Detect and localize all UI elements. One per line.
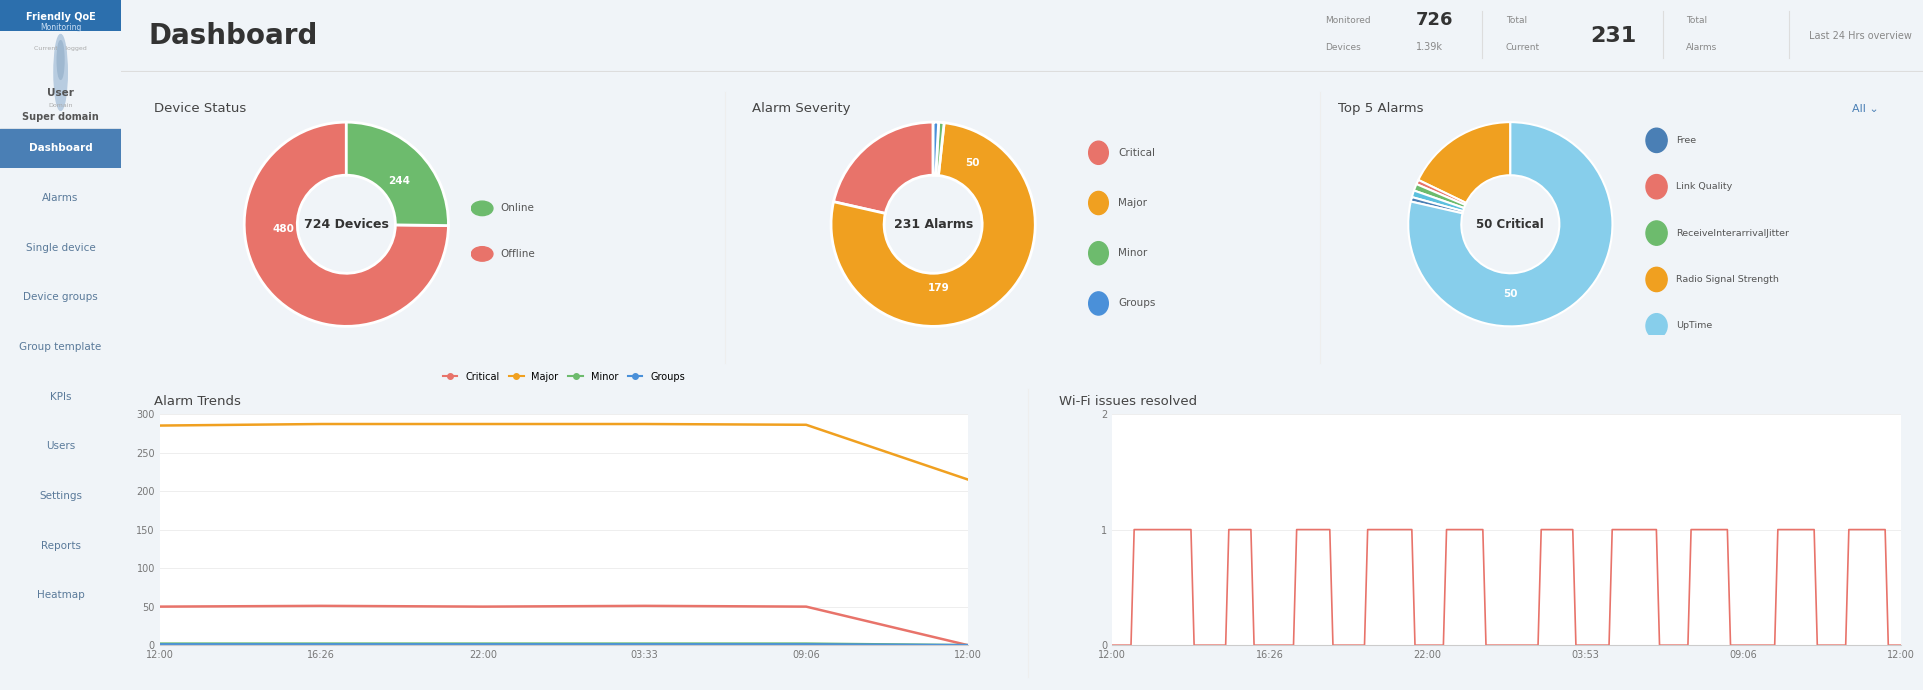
Text: 50: 50 <box>963 158 979 168</box>
Text: 50: 50 <box>1502 288 1517 299</box>
Text: Offline: Offline <box>500 249 535 259</box>
Text: 50 Critical: 50 Critical <box>1475 218 1544 230</box>
Text: Dashboard: Dashboard <box>29 144 92 153</box>
Circle shape <box>1088 191 1108 215</box>
Wedge shape <box>933 122 938 175</box>
Wedge shape <box>831 123 1035 326</box>
Text: Link Quality: Link Quality <box>1675 182 1731 191</box>
Circle shape <box>1088 241 1108 265</box>
Text: Monitored: Monitored <box>1325 16 1371 25</box>
Circle shape <box>54 34 67 110</box>
Text: Settings: Settings <box>38 491 83 501</box>
Text: Dashboard: Dashboard <box>148 22 317 50</box>
Text: Currently logged: Currently logged <box>35 46 87 51</box>
Text: Total: Total <box>1506 16 1527 25</box>
Wedge shape <box>1417 122 1510 203</box>
Wedge shape <box>935 122 944 175</box>
Circle shape <box>1646 175 1665 199</box>
Wedge shape <box>1415 180 1465 205</box>
Circle shape <box>1088 141 1108 164</box>
Text: Friendly QoE: Friendly QoE <box>25 12 96 22</box>
Text: Major: Major <box>1117 198 1146 208</box>
Wedge shape <box>833 122 933 213</box>
Text: Alarms: Alarms <box>1685 43 1717 52</box>
Text: Wi-Fi issues resolved: Wi-Fi issues resolved <box>1058 395 1196 408</box>
Text: Minor: Minor <box>1117 248 1146 258</box>
Text: 726: 726 <box>1415 11 1452 29</box>
Legend: Critical, Major, Minor, Groups: Critical, Major, Minor, Groups <box>438 368 688 386</box>
Text: UpTime: UpTime <box>1675 322 1711 331</box>
Circle shape <box>471 201 492 216</box>
Text: Alarm Trends: Alarm Trends <box>154 395 240 408</box>
Text: Alarms: Alarms <box>42 193 79 203</box>
FancyBboxPatch shape <box>0 129 121 168</box>
Text: Total: Total <box>1685 16 1706 25</box>
Text: All ⌄: All ⌄ <box>1852 104 1879 114</box>
Text: Critical: Critical <box>1117 148 1154 158</box>
Text: Device groups: Device groups <box>23 293 98 302</box>
FancyBboxPatch shape <box>0 0 121 31</box>
Text: Group template: Group template <box>19 342 102 352</box>
Text: 179: 179 <box>927 283 948 293</box>
Wedge shape <box>1408 122 1611 326</box>
Text: 480: 480 <box>271 224 294 235</box>
Text: ReceiveInterarrivalJitter: ReceiveInterarrivalJitter <box>1675 228 1788 237</box>
Text: Online: Online <box>500 204 535 213</box>
Text: Single device: Single device <box>25 243 96 253</box>
Text: 244: 244 <box>388 177 410 186</box>
Circle shape <box>1646 267 1665 292</box>
Text: User: User <box>48 88 73 98</box>
Wedge shape <box>1410 197 1461 213</box>
Wedge shape <box>1413 184 1465 208</box>
Text: Current: Current <box>1506 43 1538 52</box>
Text: Top 5 Alarms: Top 5 Alarms <box>1336 101 1423 115</box>
Text: Alarm Severity: Alarm Severity <box>752 101 850 115</box>
Wedge shape <box>244 122 448 326</box>
Circle shape <box>1646 314 1665 338</box>
Circle shape <box>1088 292 1108 315</box>
Text: Users: Users <box>46 442 75 451</box>
Circle shape <box>471 247 492 262</box>
Text: Device Status: Device Status <box>154 101 246 115</box>
Text: Super domain: Super domain <box>23 112 98 122</box>
Text: 724 Devices: 724 Devices <box>304 218 388 230</box>
Circle shape <box>58 41 63 79</box>
Text: 231: 231 <box>1590 26 1636 46</box>
Text: Devices: Devices <box>1325 43 1360 52</box>
Text: Last 24 Hrs overview: Last 24 Hrs overview <box>1808 31 1911 41</box>
Text: Monitoring: Monitoring <box>40 23 81 32</box>
Text: 1.39k: 1.39k <box>1415 42 1442 52</box>
Text: Groups: Groups <box>1117 299 1156 308</box>
Circle shape <box>1646 221 1665 245</box>
Wedge shape <box>1411 190 1463 211</box>
Wedge shape <box>346 122 448 226</box>
Circle shape <box>1646 128 1665 152</box>
Text: Domain: Domain <box>48 103 73 108</box>
Text: KPIs: KPIs <box>50 392 71 402</box>
Text: Heatmap: Heatmap <box>37 591 85 600</box>
Text: Radio Signal Strength: Radio Signal Strength <box>1675 275 1777 284</box>
Text: Reports: Reports <box>40 541 81 551</box>
Text: 231 Alarms: 231 Alarms <box>892 218 973 230</box>
Text: Free: Free <box>1675 136 1694 145</box>
